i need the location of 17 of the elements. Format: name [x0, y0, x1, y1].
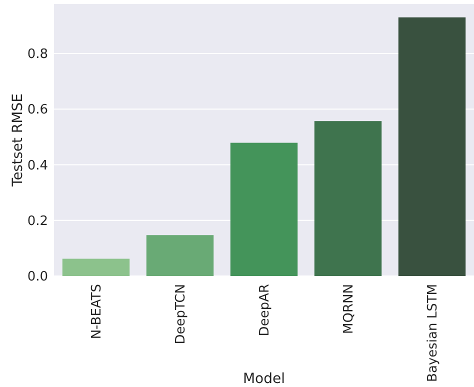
x-tick-label: N-BEATS [90, 284, 105, 340]
x-tick-label: DeepTCN [174, 284, 189, 344]
x-tick-label: DeepAR [258, 284, 273, 336]
x-axis-title: Model [242, 371, 286, 387]
bar [398, 17, 466, 276]
y-tick-label: 0.8 [27, 47, 48, 62]
x-tick-label: Bayesian LSTM [426, 284, 441, 382]
y-axis-title: Testset RMSE [10, 94, 26, 188]
y-tick-label: 0.4 [27, 158, 48, 174]
y-tick-label: 0.6 [27, 102, 48, 118]
bar [314, 121, 382, 276]
x-tick-label: MQRNN [342, 284, 357, 334]
y-tick-label: 0.0 [27, 270, 48, 285]
bar [62, 258, 130, 276]
y-tick-label: 0.2 [27, 214, 48, 229]
bar [146, 235, 214, 276]
bar [230, 142, 298, 276]
